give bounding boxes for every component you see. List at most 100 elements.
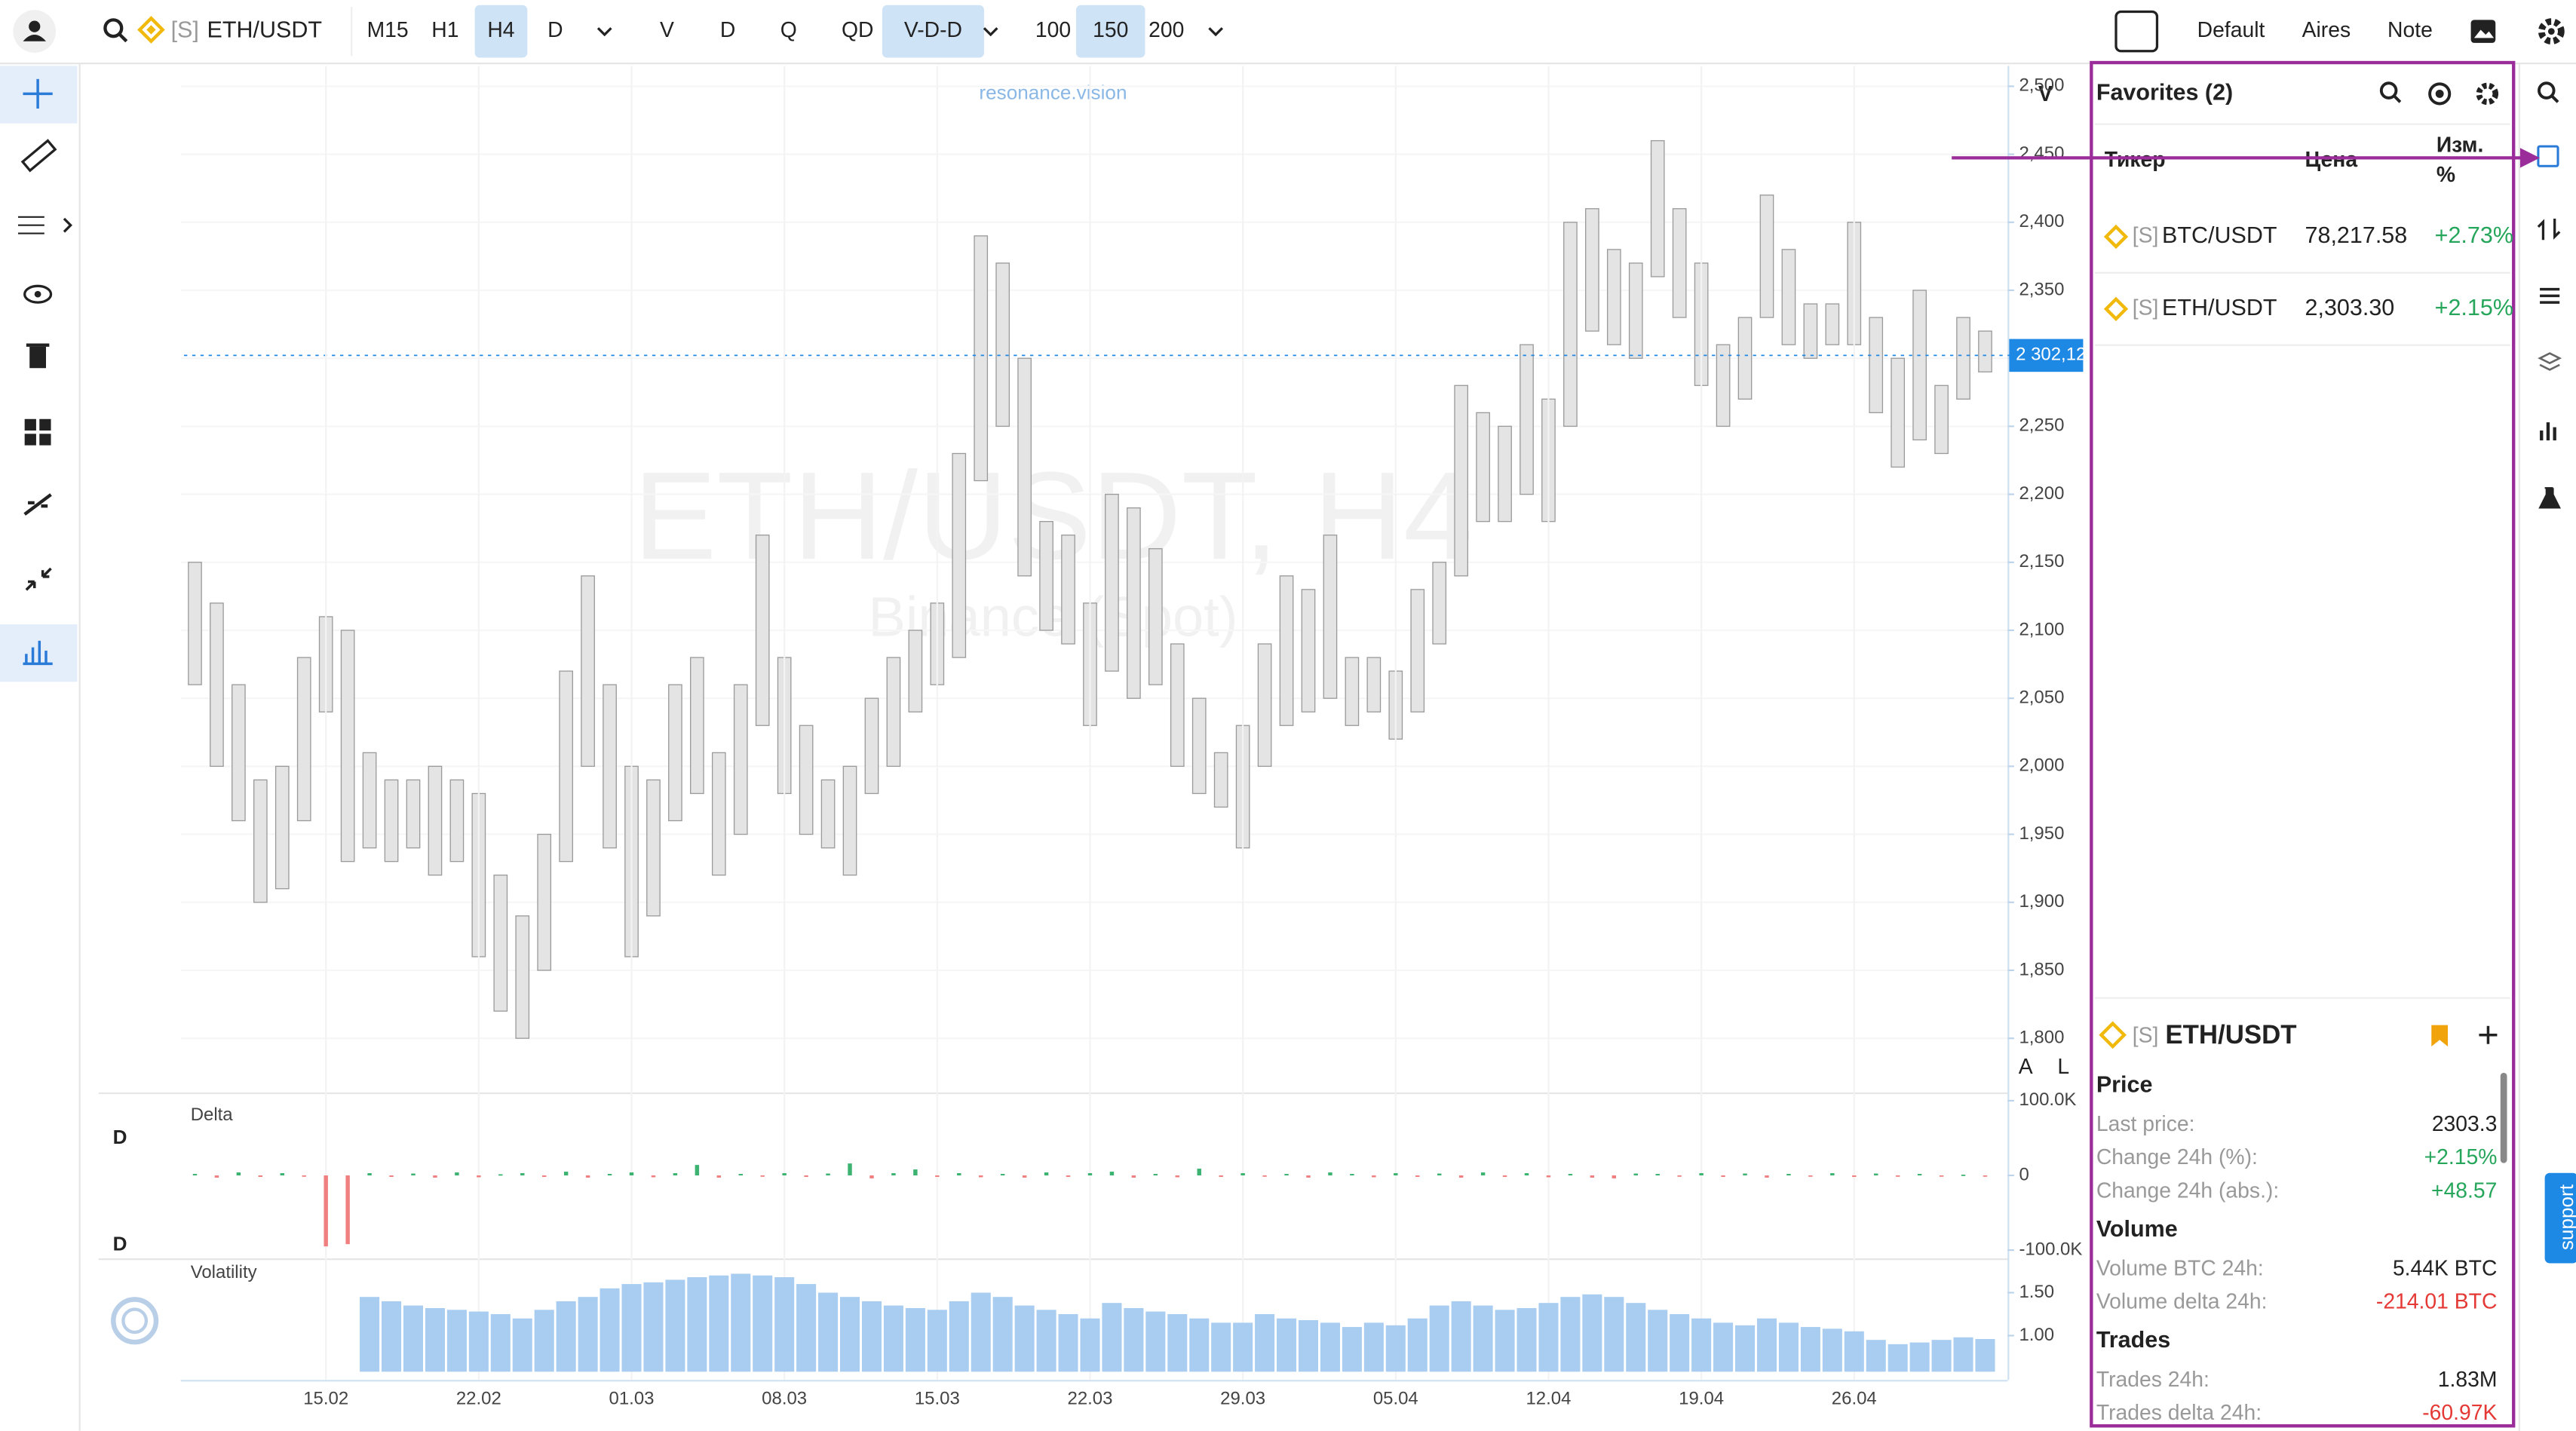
grid-tool[interactable] <box>24 418 51 446</box>
axis-button[interactable]: L <box>2057 1055 2069 1079</box>
scrollbar[interactable] <box>2500 1072 2507 1163</box>
timeframe-button[interactable]: D <box>547 18 563 42</box>
panel-settings-button[interactable] <box>2476 82 2499 106</box>
axis-button[interactable]: V <box>2038 82 2053 106</box>
rightbar-layers[interactable] <box>2538 352 2562 371</box>
trend-tool[interactable] <box>23 493 52 516</box>
screenshot-button[interactable] <box>2470 20 2496 43</box>
rightbar-trades[interactable] <box>2537 218 2561 241</box>
timeframe-button[interactable]: H1 <box>431 18 458 42</box>
profile-tool[interactable] <box>23 640 53 666</box>
volatility-bar <box>1888 1344 1908 1372</box>
volatility-bar <box>1211 1322 1231 1372</box>
column-header[interactable]: % <box>2436 163 2455 187</box>
timeframe-button[interactable]: H4 <box>487 18 514 42</box>
pane-label: D <box>113 1126 127 1148</box>
delta-bar <box>1983 1175 1988 1177</box>
y-tick-label: 2,200 <box>2019 483 2064 504</box>
y-tick-label: 1,950 <box>2019 823 2064 844</box>
price-range-bar <box>711 752 726 876</box>
detail-label: Volume BTC 24h: <box>2096 1257 2264 1281</box>
pane-title: Delta <box>191 1105 234 1125</box>
delete-tool[interactable] <box>26 343 50 369</box>
count-button[interactable]: 150 <box>1093 18 1128 42</box>
delta-bar <box>1612 1175 1617 1178</box>
column-header[interactable]: Изм. <box>2436 133 2484 158</box>
user-button[interactable] <box>13 10 57 53</box>
mode-button[interactable]: V-D-D <box>904 18 962 42</box>
column-header[interactable]: Цена <box>2305 148 2358 172</box>
locate-button[interactable] <box>2428 82 2452 106</box>
volatility-bar <box>1909 1342 1930 1372</box>
color-button[interactable] <box>2114 10 2159 53</box>
dropdown-button[interactable] <box>1208 27 1224 37</box>
rightbar-list[interactable] <box>2540 287 2560 304</box>
column-header[interactable]: Тикер <box>2105 148 2166 172</box>
lines-tool[interactable] <box>17 216 72 234</box>
volatility-bar <box>796 1284 817 1372</box>
brand[interactable]: resonance.vision <box>979 81 1127 103</box>
axis-button[interactable]: A <box>2019 1055 2033 1079</box>
dropdown-button[interactable] <box>983 27 998 37</box>
price-range-bar <box>1672 208 1687 318</box>
price-range-bar <box>668 684 682 822</box>
ruler-tool[interactable] <box>20 139 57 173</box>
timeframe-button[interactable]: M15 <box>367 18 409 42</box>
dropdown-button[interactable] <box>596 27 612 37</box>
x-tick-label: 15.03 <box>915 1389 960 1409</box>
volatility-bar <box>949 1301 969 1372</box>
symbol[interactable]: ETH/USDT <box>207 17 323 43</box>
section-title: Price <box>2096 1071 2153 1097</box>
mode-button[interactable]: QD <box>842 18 873 42</box>
bookmark-button[interactable] <box>2431 1025 2449 1046</box>
price-range-bar <box>188 562 202 685</box>
x-tick-label: 15.02 <box>303 1389 348 1409</box>
delta-bar <box>848 1163 852 1175</box>
visibility-tool[interactable] <box>23 284 53 304</box>
delta-bar <box>1240 1173 1245 1175</box>
price-range-bar <box>384 779 399 863</box>
mode-button[interactable]: D <box>720 18 735 42</box>
delta-bar <box>979 1175 983 1178</box>
support-tab[interactable] <box>2544 1172 2576 1264</box>
price-range-bar <box>1803 303 1818 359</box>
volatility-bar <box>468 1311 489 1372</box>
count-button[interactable]: 100 <box>1035 18 1071 42</box>
price-range-bar <box>1650 139 1665 277</box>
volatility-bar <box>1670 1313 1690 1372</box>
volatility-bar <box>1407 1318 1428 1372</box>
support-label[interactable]: support <box>2555 1184 2576 1250</box>
layout-button[interactable]: Aires <box>2302 18 2351 42</box>
detail-value: +48.57 <box>2431 1178 2497 1203</box>
add-button[interactable] <box>2479 1025 2498 1044</box>
mode-button[interactable]: V <box>660 18 674 42</box>
rightbar-search[interactable] <box>2538 81 2559 103</box>
exchange-icon <box>2103 296 2129 321</box>
layout-button[interactable]: Note <box>2387 18 2433 42</box>
layout-button[interactable]: Default <box>2197 18 2265 42</box>
price-range-bar <box>820 779 836 849</box>
rightbar-stats[interactable] <box>2540 422 2556 441</box>
delta-bar <box>673 1173 678 1175</box>
count-button[interactable]: 200 <box>1148 18 1184 42</box>
volatility-bar <box>753 1275 773 1372</box>
search-symbol-button[interactable] <box>103 18 128 43</box>
settings-button[interactable] <box>2538 18 2565 45</box>
compress-tool[interactable] <box>25 567 52 591</box>
rightbar-lab[interactable] <box>2538 487 2561 509</box>
volatility-bar <box>1189 1318 1210 1372</box>
details-symbol: ETH/USDT <box>2165 1020 2296 1050</box>
y-tick-label: 0 <box>2019 1164 2029 1184</box>
delta-bar <box>1743 1173 1747 1175</box>
crosshair-tool[interactable] <box>23 78 53 109</box>
price-range-bar <box>1213 752 1228 808</box>
mode-button[interactable]: Q <box>780 18 797 42</box>
volatility-bar <box>1538 1303 1559 1372</box>
price-range-bar <box>842 765 857 876</box>
volatility-bar <box>512 1318 532 1372</box>
rightbar-favorites[interactable] <box>2537 145 2559 167</box>
volatility-bar <box>905 1308 925 1372</box>
detail-label: Last price: <box>2096 1112 2195 1136</box>
delta-bar <box>826 1173 830 1175</box>
search-button[interactable] <box>2379 81 2402 103</box>
